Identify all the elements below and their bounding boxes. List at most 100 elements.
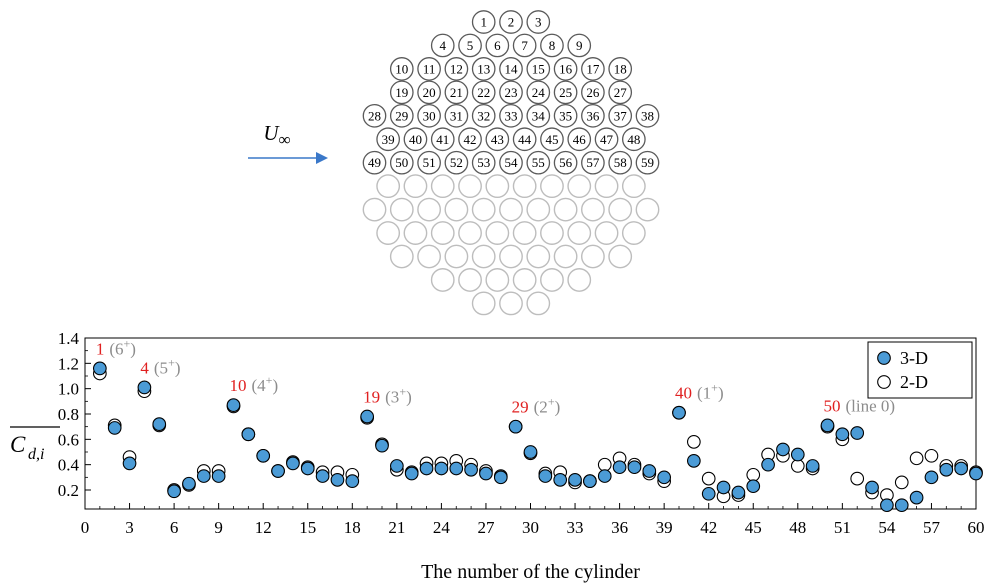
point-3-D-21 xyxy=(390,459,404,473)
annotation-note: (2 xyxy=(534,398,548,417)
point-3-D-25 xyxy=(449,461,464,476)
cylinder-28 xyxy=(362,103,387,128)
cylinder-label: 33 xyxy=(505,108,518,123)
cylinder-46 xyxy=(567,127,592,152)
cylinder-label: 25 xyxy=(559,85,572,100)
point-2-D-57 xyxy=(924,448,939,463)
cylinder-label: 44 xyxy=(518,132,532,147)
cylinder-label: 43 xyxy=(491,132,504,147)
cylinder-label: 45 xyxy=(545,132,558,147)
point-3-D-54 xyxy=(880,498,894,513)
point-3-D-48 xyxy=(790,447,805,462)
cylinder-label: 50 xyxy=(395,155,408,170)
cylinder-unlabeled xyxy=(417,197,441,222)
cylinder-unlabeled xyxy=(376,174,401,199)
cylinder-label: 26 xyxy=(586,85,600,100)
cylinder-label: 52 xyxy=(450,155,463,170)
annotation-note: (3 xyxy=(385,388,399,407)
point-3-D-50 xyxy=(820,418,835,433)
cylinder-label: 27 xyxy=(614,85,628,100)
point-3-D-24 xyxy=(434,461,449,476)
point-3-D-51 xyxy=(835,427,850,442)
x-tick-label: 0 xyxy=(81,518,90,537)
annotation-number: 50 xyxy=(824,396,841,415)
cylinder-label: 10 xyxy=(395,61,408,76)
point-2-D-35 xyxy=(597,457,612,472)
point-3-D-29 xyxy=(508,419,523,434)
annotation-cylinder-1: 1 (6+) xyxy=(96,336,136,358)
annotation-number: 40 xyxy=(675,384,692,403)
cylinder-label: 28 xyxy=(368,108,381,123)
point-3-D-35 xyxy=(597,469,612,483)
point-3-D-15 xyxy=(300,461,315,476)
cylinder-unlabeled xyxy=(499,244,523,269)
annotation-cylinder-10: 10 (4+) xyxy=(230,373,279,395)
plot-frame xyxy=(84,337,977,510)
cylinder-label: 42 xyxy=(464,132,477,147)
point-3-D-1 xyxy=(92,361,107,376)
cylinder-27 xyxy=(608,80,633,105)
point-3-D-17 xyxy=(330,473,345,487)
cylinder-unlabeled xyxy=(444,244,469,269)
legend-label-3-D: 3-D xyxy=(900,348,928,368)
cylinder-49 xyxy=(362,150,387,175)
cylinder-5 xyxy=(458,33,482,58)
point-3-D-46 xyxy=(761,457,775,472)
x-tick-label: 6 xyxy=(170,518,179,537)
cylinder-label: 14 xyxy=(505,61,519,76)
point-3-D-59 xyxy=(954,461,969,476)
cylinder-unlabeled xyxy=(417,244,441,269)
point-3-D-44 xyxy=(731,485,746,500)
cylinder-label: 9 xyxy=(576,38,583,53)
annotation-close: ) xyxy=(272,376,278,395)
cylinder-unlabeled xyxy=(608,244,633,269)
cylinder-17 xyxy=(581,57,605,81)
cylinder-label: 1 xyxy=(480,15,487,30)
cylinder-25 xyxy=(553,80,578,105)
cylinder-36 xyxy=(581,103,605,128)
cylinder-23 xyxy=(499,80,523,105)
annotation-number: 4 xyxy=(140,358,149,377)
point-2-D-41 xyxy=(686,435,701,449)
point-3-D-49 xyxy=(805,459,820,473)
y-axis-label-text: C xyxy=(10,432,26,457)
annotation-cylinder-29: 29 (2+) xyxy=(512,395,561,417)
annotation-sup: + xyxy=(399,385,406,399)
point-3-D-42 xyxy=(701,486,716,501)
cylinder-label: 12 xyxy=(450,61,463,76)
x-tick-label: 54 xyxy=(878,518,896,537)
cylinder-51 xyxy=(417,150,441,175)
cylinder-unlabeled xyxy=(471,291,496,316)
cylinder-50 xyxy=(389,150,414,175)
cylinder-unlabeled xyxy=(389,244,414,269)
point-3-D-19 xyxy=(360,409,375,424)
x-tick-label: 3 xyxy=(125,518,134,537)
cylinder-39 xyxy=(376,127,400,152)
x-tick-label: 21 xyxy=(388,518,405,537)
x-axis-label: The number of the cylinder xyxy=(421,561,640,583)
cylinder-label: 32 xyxy=(477,108,490,123)
cylinder-58 xyxy=(608,150,633,175)
annotation-note: (6 xyxy=(109,339,123,358)
cylinder-24 xyxy=(526,80,551,105)
cylinder-label: 7 xyxy=(521,38,528,53)
annotation-cylinder-40: 40 (1+) xyxy=(675,381,724,403)
annotation-sup: + xyxy=(124,336,131,350)
cylinder-42 xyxy=(458,127,482,152)
cylinder-label: 53 xyxy=(477,155,490,170)
cylinder-label: 23 xyxy=(505,85,518,100)
y-tick-label: 1.4 xyxy=(58,329,80,348)
cylinder-unlabeled xyxy=(540,268,564,292)
point-2-D-42 xyxy=(701,471,716,486)
point-3-D-38 xyxy=(642,464,657,478)
point-3-D-3 xyxy=(122,456,137,471)
point-3-D-40 xyxy=(672,405,686,420)
cylinder-label: 19 xyxy=(395,85,408,100)
annotation-number: 19 xyxy=(363,388,380,407)
cylinder-unlabeled xyxy=(403,174,428,199)
x-tick-label: 48 xyxy=(789,518,806,537)
annotation-note: (line 0) xyxy=(846,396,896,415)
cylinder-26 xyxy=(581,80,605,105)
cylinder-label: 36 xyxy=(586,108,600,123)
